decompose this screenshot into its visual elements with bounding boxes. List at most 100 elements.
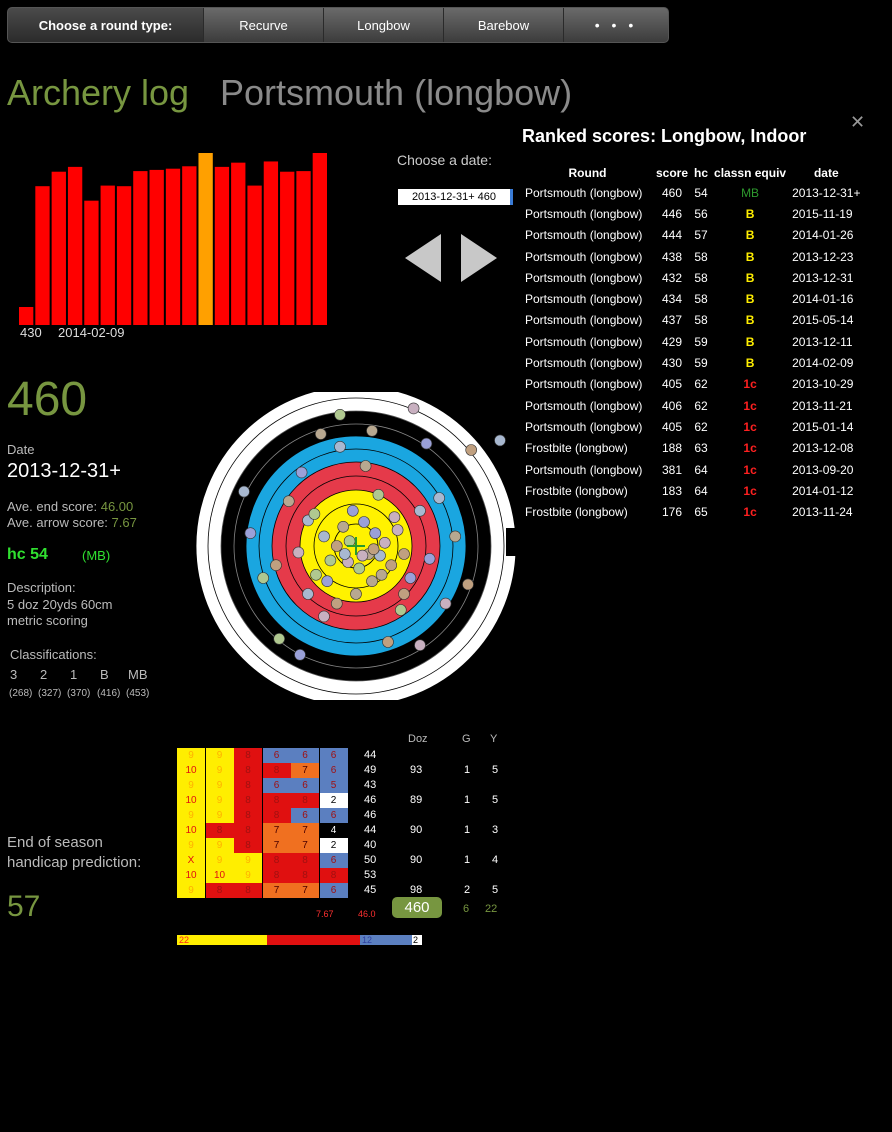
- arrow-mark[interactable]: [358, 516, 370, 528]
- history-bar[interactable]: [51, 171, 66, 325]
- arrow-mark[interactable]: [244, 527, 257, 539]
- arrow-mark[interactable]: [295, 466, 308, 479]
- history-bar[interactable]: [182, 166, 197, 325]
- round-type-barebow[interactable]: Barebow: [443, 8, 563, 42]
- arrow-mark[interactable]: [372, 489, 385, 501]
- arrow-mark[interactable]: [367, 543, 380, 555]
- history-bar[interactable]: [133, 171, 148, 325]
- arrow-mark[interactable]: [270, 559, 282, 571]
- previous-date-arrow-icon[interactable]: [403, 232, 443, 284]
- history-bar[interactable]: [280, 171, 295, 325]
- arrow-mark[interactable]: [379, 537, 391, 549]
- arrow-mark[interactable]: [318, 610, 330, 623]
- history-bar[interactable]: [149, 169, 164, 325]
- arrow-mark[interactable]: [283, 495, 295, 507]
- date-select[interactable]: 2013-12-31+ 460: [398, 189, 513, 205]
- arrow-mark[interactable]: [321, 575, 333, 587]
- arrow-mark[interactable]: [331, 597, 343, 610]
- arrow-mark[interactable]: [334, 408, 346, 421]
- arrow-mark[interactable]: [353, 562, 365, 575]
- arrow-mark[interactable]: [337, 521, 349, 533]
- ranked-row[interactable]: Portsmouth (longbow) 444 57 B 2014-01-26: [522, 225, 863, 246]
- arrow-mark[interactable]: [366, 575, 378, 587]
- arrow-mark[interactable]: [334, 440, 346, 453]
- arrow-mark[interactable]: [315, 428, 327, 440]
- arrow-mark[interactable]: [356, 549, 369, 562]
- history-bar[interactable]: [67, 166, 83, 325]
- arrow-mark[interactable]: [423, 553, 436, 565]
- arrow-mark[interactable]: [350, 588, 362, 600]
- round-type-longbow[interactable]: Longbow: [323, 8, 443, 42]
- arrow-mark[interactable]: [257, 572, 269, 584]
- arrow-mark[interactable]: [308, 508, 321, 520]
- arrow-mark[interactable]: [375, 569, 388, 581]
- history-bar[interactable]: [165, 168, 181, 325]
- ranked-row[interactable]: Portsmouth (longbow) 429 59 B 2013-12-11: [522, 331, 863, 352]
- arrow-mark[interactable]: [462, 578, 474, 591]
- arrow-mark[interactable]: [292, 546, 305, 559]
- history-bar[interactable]: [231, 162, 246, 325]
- arrow-mark[interactable]: [359, 460, 372, 472]
- arrow-mark[interactable]: [398, 588, 410, 600]
- more-options-button[interactable]: • • •: [563, 8, 668, 42]
- history-bar[interactable]: [296, 171, 311, 325]
- arrow-mark[interactable]: [404, 572, 417, 584]
- arrow-mark[interactable]: [439, 597, 452, 610]
- ranked-row[interactable]: Portsmouth (longbow) 460 54 MB 2013-12-31+: [522, 182, 863, 203]
- arrow-mark[interactable]: [494, 434, 506, 447]
- ranked-row[interactable]: Portsmouth (longbow) 405 62 1c 2013-10-29: [522, 374, 863, 395]
- round-type-recurve[interactable]: Recurve: [203, 8, 323, 42]
- next-date-arrow-icon[interactable]: [459, 232, 499, 284]
- arrow-mark[interactable]: [324, 554, 337, 567]
- arrow-score-cell: 10: [177, 793, 205, 808]
- arrow-mark[interactable]: [385, 559, 397, 571]
- history-bar[interactable]: [116, 186, 132, 325]
- arrow-mark[interactable]: [331, 540, 343, 552]
- ranked-row[interactable]: Frostbite (longbow) 188 63 1c 2013-12-08: [522, 438, 863, 459]
- arrow-mark[interactable]: [414, 639, 426, 651]
- ranked-row[interactable]: Frostbite (longbow) 176 65 1c 2013-11-24: [522, 501, 863, 522]
- arrow-mark[interactable]: [414, 505, 426, 517]
- ranked-row[interactable]: Portsmouth (longbow) 446 56 B 2015-11-19: [522, 203, 863, 224]
- history-bar[interactable]: [214, 166, 230, 325]
- arrow-mark[interactable]: [238, 485, 250, 498]
- arrow-mark[interactable]: [339, 548, 351, 560]
- history-bar[interactable]: [100, 185, 115, 325]
- arrow-mark[interactable]: [391, 524, 404, 536]
- arrow-mark[interactable]: [433, 492, 445, 504]
- ranked-row[interactable]: Portsmouth (longbow) 406 62 1c 2013-11-21: [522, 395, 863, 416]
- history-bar[interactable]: [263, 161, 279, 325]
- close-icon[interactable]: ✕: [850, 112, 866, 132]
- arrow-mark[interactable]: [395, 604, 407, 616]
- arrow-mark[interactable]: [407, 402, 420, 415]
- arrow-mark[interactable]: [465, 444, 478, 456]
- ranked-row[interactable]: Portsmouth (longbow) 405 62 1c 2015-01-14: [522, 416, 863, 437]
- ranked-row[interactable]: Portsmouth (longbow) 381 64 1c 2013-09-20: [522, 459, 863, 480]
- arrow-mark[interactable]: [318, 530, 330, 543]
- arrow-mark[interactable]: [302, 588, 314, 600]
- ranked-row[interactable]: Portsmouth (longbow) 430 59 B 2014-02-09: [522, 352, 863, 373]
- arrow-mark[interactable]: [366, 424, 378, 437]
- arrow-mark[interactable]: [398, 548, 410, 560]
- arrow-mark[interactable]: [273, 633, 285, 645]
- score-history-chart[interactable]: [18, 140, 328, 325]
- arrow-mark[interactable]: [420, 437, 433, 450]
- arrow-mark[interactable]: [388, 511, 401, 523]
- arrow-mark[interactable]: [294, 648, 306, 661]
- ranked-row[interactable]: Portsmouth (longbow) 432 58 B 2013-12-31: [522, 267, 863, 288]
- arrow-mark[interactable]: [310, 569, 322, 581]
- history-bar[interactable]: [312, 153, 327, 325]
- ranked-row[interactable]: Portsmouth (longbow) 434 58 B 2014-01-16: [522, 288, 863, 309]
- history-bar[interactable]: [198, 153, 213, 325]
- history-bar[interactable]: [19, 307, 34, 325]
- history-bar[interactable]: [247, 185, 262, 325]
- arrow-mark[interactable]: [369, 527, 381, 539]
- arrow-mark[interactable]: [382, 636, 394, 648]
- ranked-row[interactable]: Portsmouth (longbow) 437 58 B 2015-05-14: [522, 310, 863, 331]
- arrow-mark[interactable]: [449, 530, 462, 543]
- ranked-row[interactable]: Frostbite (longbow) 183 64 1c 2014-01-12: [522, 480, 863, 501]
- history-bar[interactable]: [84, 200, 99, 325]
- ranked-row[interactable]: Portsmouth (longbow) 438 58 B 2013-12-23: [522, 246, 863, 267]
- arrow-mark[interactable]: [347, 505, 359, 517]
- history-bar[interactable]: [35, 186, 50, 325]
